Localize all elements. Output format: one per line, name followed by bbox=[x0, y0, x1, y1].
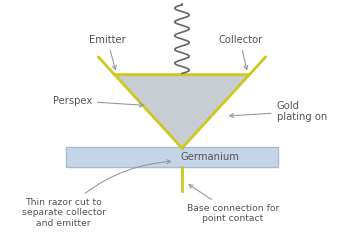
Text: Collector: Collector bbox=[218, 35, 262, 69]
FancyBboxPatch shape bbox=[66, 147, 278, 167]
Text: Emitter: Emitter bbox=[89, 35, 126, 70]
Text: Base connection for
point contact: Base connection for point contact bbox=[187, 185, 279, 223]
Text: Perspex: Perspex bbox=[53, 96, 143, 107]
Text: Germanium: Germanium bbox=[181, 152, 240, 162]
Polygon shape bbox=[115, 75, 249, 148]
Text: Gold
plating on: Gold plating on bbox=[230, 100, 327, 122]
Text: Thin razor cut to
separate collector
and emitter: Thin razor cut to separate collector and… bbox=[22, 160, 171, 228]
